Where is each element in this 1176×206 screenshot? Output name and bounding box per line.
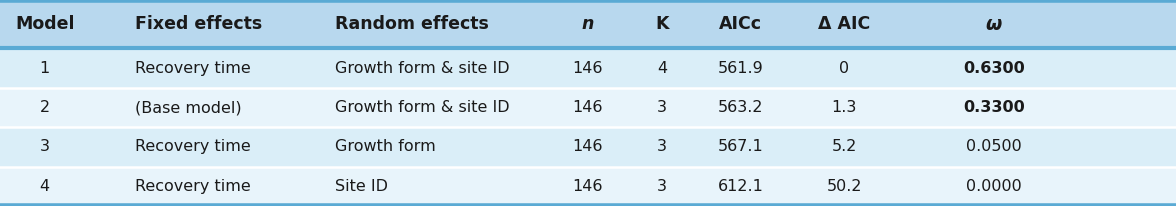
Text: (Base model): (Base model) [135, 100, 242, 115]
Text: 5.2: 5.2 [831, 139, 857, 154]
Text: 50.2: 50.2 [827, 179, 862, 194]
Text: Growth form & site ID: Growth form & site ID [335, 61, 509, 76]
Bar [0, 127, 1176, 167]
Text: 3: 3 [657, 100, 667, 115]
Text: 146: 146 [573, 61, 603, 76]
Bar [0, 0, 1176, 48]
Text: n: n [582, 15, 594, 33]
Text: 3: 3 [657, 139, 667, 154]
Text: 3: 3 [657, 179, 667, 194]
Text: 612.1: 612.1 [717, 179, 764, 194]
Text: K: K [655, 15, 669, 33]
Text: Growth form & site ID: Growth form & site ID [335, 100, 509, 115]
Text: 0.0000: 0.0000 [965, 179, 1022, 194]
Text: Model: Model [15, 15, 74, 33]
Text: 1.3: 1.3 [831, 100, 857, 115]
Text: 0.0500: 0.0500 [965, 139, 1022, 154]
Text: 567.1: 567.1 [719, 139, 763, 154]
Text: Recovery time: Recovery time [135, 179, 250, 194]
Text: 561.9: 561.9 [719, 61, 763, 76]
Text: 0.6300: 0.6300 [963, 61, 1024, 76]
Text: 4: 4 [40, 179, 49, 194]
Text: Growth form: Growth form [335, 139, 436, 154]
Text: 146: 146 [573, 179, 603, 194]
Text: 0.3300: 0.3300 [963, 100, 1024, 115]
Text: Recovery time: Recovery time [135, 139, 250, 154]
Text: 4: 4 [657, 61, 667, 76]
Text: 563.2: 563.2 [719, 100, 763, 115]
Text: 146: 146 [573, 139, 603, 154]
Text: ω: ω [985, 15, 1002, 34]
Text: AICc: AICc [720, 15, 762, 33]
Text: Δ AIC: Δ AIC [818, 15, 870, 33]
Text: 2: 2 [40, 100, 49, 115]
Text: Fixed effects: Fixed effects [135, 15, 262, 33]
Text: Recovery time: Recovery time [135, 61, 250, 76]
Text: 3: 3 [40, 139, 49, 154]
Text: 146: 146 [573, 100, 603, 115]
Bar [0, 88, 1176, 127]
Text: Site ID: Site ID [335, 179, 388, 194]
Text: 1: 1 [40, 61, 49, 76]
Bar [0, 48, 1176, 88]
Bar [0, 167, 1176, 206]
Text: Random effects: Random effects [335, 15, 489, 33]
Text: 0: 0 [840, 61, 849, 76]
